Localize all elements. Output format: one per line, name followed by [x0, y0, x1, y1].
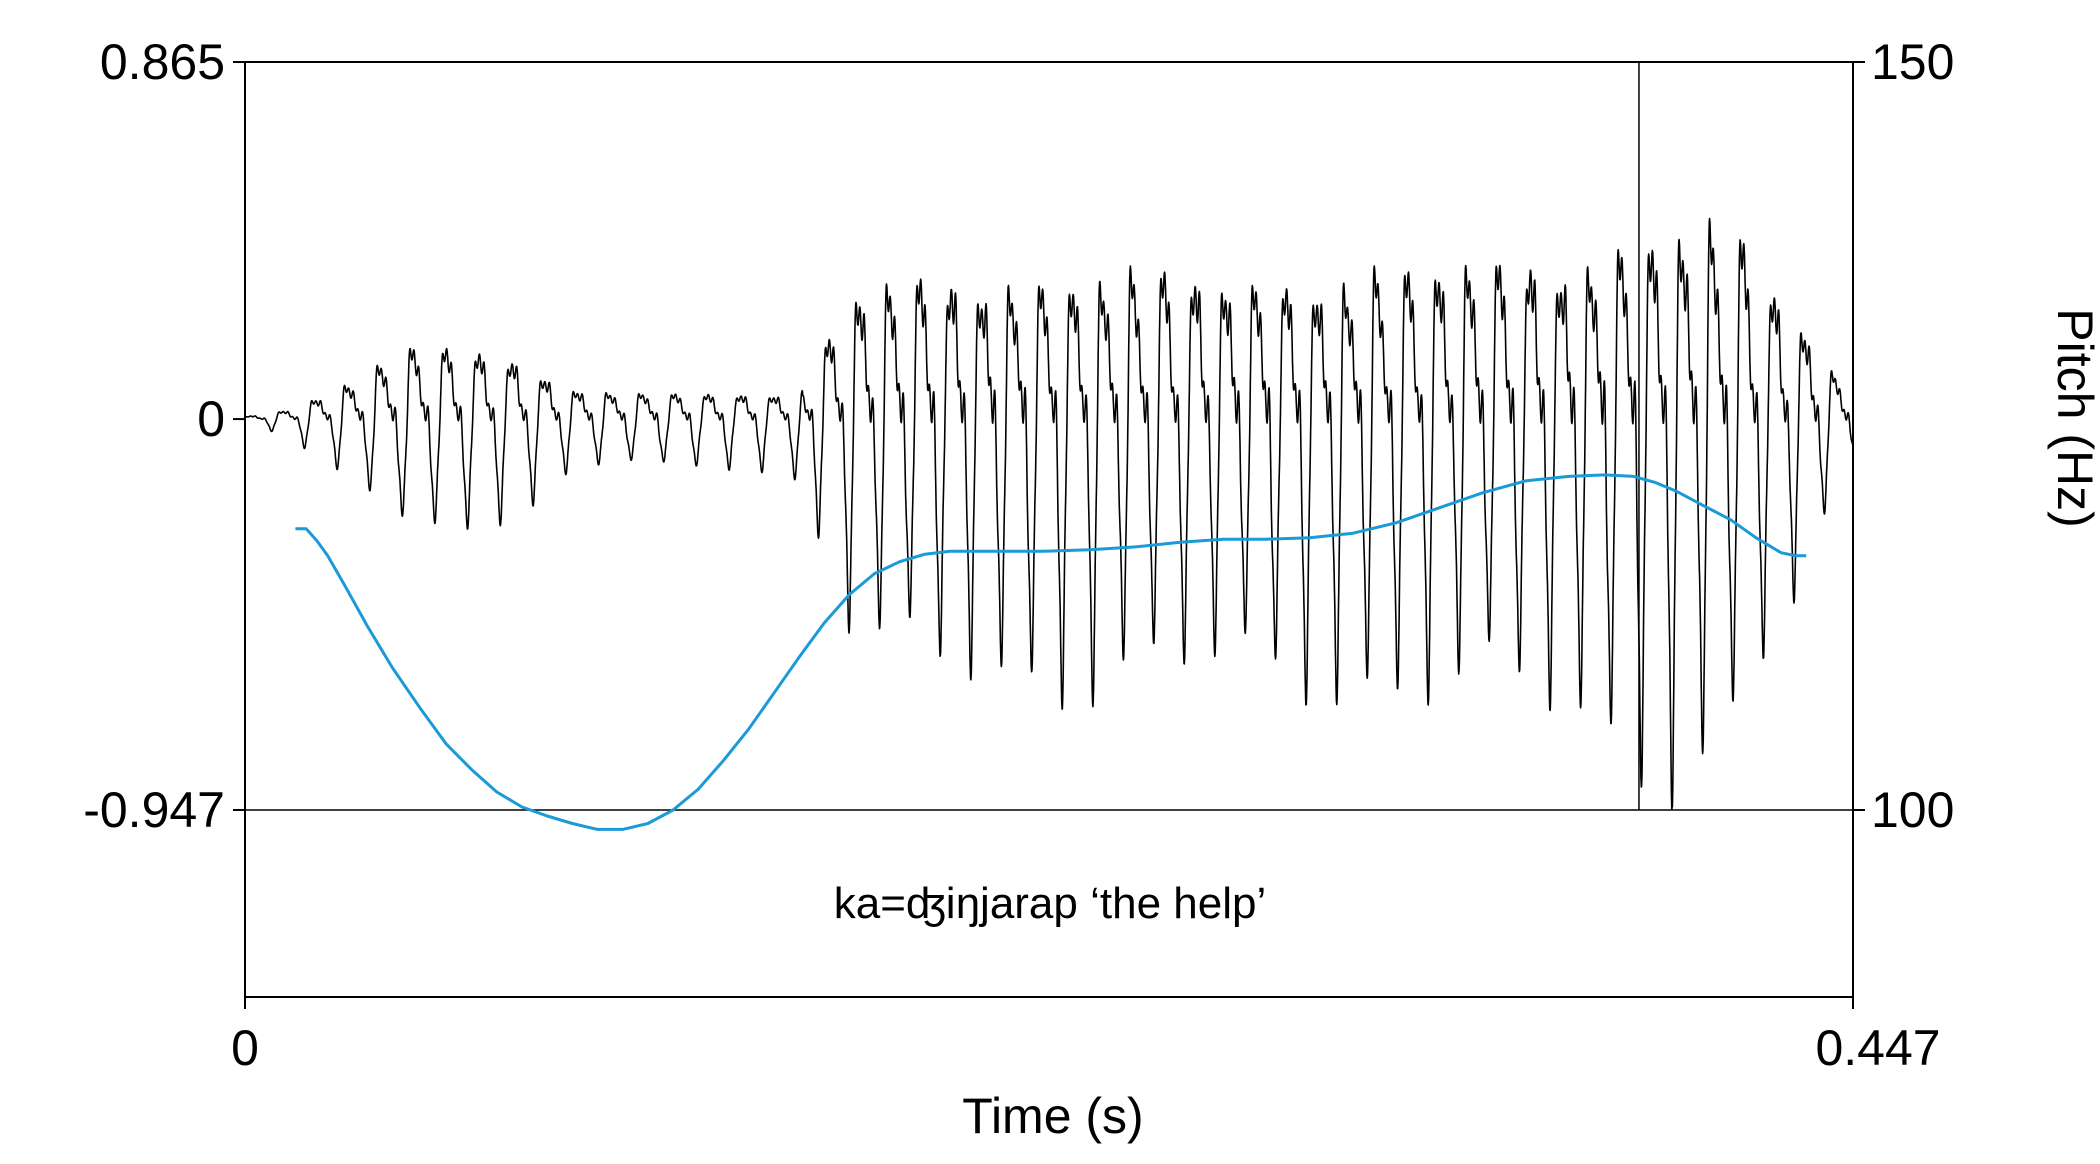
y-left-tick-label: 0.865	[100, 34, 225, 90]
x-tick-label: 0.447	[1815, 1020, 1940, 1076]
y-axis-right-label: Pitch (Hz)	[2047, 308, 2100, 527]
x-axis-label: Time (s)	[962, 1088, 1143, 1144]
y-left-tick-label: -0.947	[83, 782, 225, 838]
pitch-layer	[295, 473, 1807, 831]
y-left-tick-label: 0	[197, 391, 225, 447]
annotation-text: ka=ʤiŋjarap ‘the help’	[834, 879, 1266, 928]
waveform-layer	[244, 217, 1854, 811]
waveform-trace	[244, 217, 1854, 811]
y-right-tick-label: 150	[1871, 34, 1954, 90]
x-tick-label: 0	[231, 1020, 259, 1076]
y-right-tick-label: 100	[1871, 782, 1954, 838]
plot-frame	[244, 61, 1854, 998]
pitch-line	[295, 473, 1807, 831]
axis-ticks: 0.865 0 -0.947 150 100 0 0.447	[83, 34, 1954, 1076]
